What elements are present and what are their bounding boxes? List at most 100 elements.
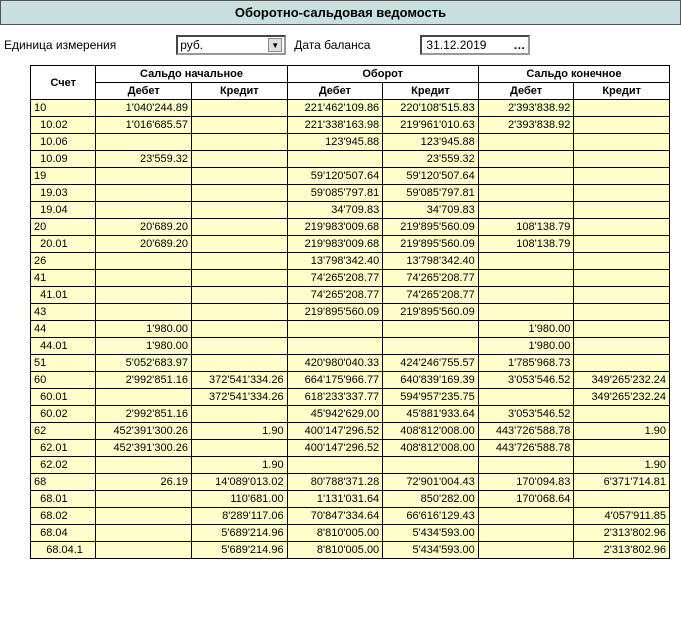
value-cell: 1'980.00 — [96, 338, 192, 355]
value-cell — [478, 270, 574, 287]
value-cell: 219'983'009.68 — [287, 219, 383, 236]
table-row: 10.021'016'685.57221'338'163.98219'961'0… — [31, 117, 670, 134]
account-cell: 10.02 — [31, 117, 96, 134]
value-cell: 400'147'296.52 — [287, 440, 383, 457]
value-cell: 420'980'040.33 — [287, 355, 383, 372]
account-cell: 60.01 — [31, 389, 96, 406]
th-credit: Кредит — [574, 83, 670, 100]
value-cell: 108'138.79 — [478, 219, 574, 236]
table-row: 68.028'289'117.0670'847'334.6466'616'129… — [31, 508, 670, 525]
value-cell — [478, 287, 574, 304]
value-cell — [192, 406, 288, 423]
value-cell — [574, 287, 670, 304]
value-cell — [383, 457, 479, 474]
value-cell: 23'559.32 — [383, 151, 479, 168]
value-cell — [96, 202, 192, 219]
value-cell: 59'085'797.81 — [383, 185, 479, 202]
table-row: 43219'895'560.09219'895'560.09 — [31, 304, 670, 321]
value-cell: 110'681.00 — [192, 491, 288, 508]
value-cell — [192, 321, 288, 338]
value-cell — [192, 440, 288, 457]
ellipsis-icon: … — [513, 38, 524, 52]
value-cell: 594'957'235.75 — [383, 389, 479, 406]
value-cell: 6'371'714.81 — [574, 474, 670, 491]
value-cell: 618'233'337.77 — [287, 389, 383, 406]
value-cell: 349'265'232.24 — [574, 389, 670, 406]
value-cell: 2'313'802.96 — [574, 542, 670, 559]
value-cell: 220'108'515.83 — [383, 100, 479, 117]
value-cell — [478, 185, 574, 202]
table-row: 10.0923'559.3223'559.32 — [31, 151, 670, 168]
table-row: 68.04.15'689'214.968'810'005.005'434'593… — [31, 542, 670, 559]
value-cell — [574, 253, 670, 270]
value-cell — [478, 508, 574, 525]
value-cell — [574, 151, 670, 168]
th-account: Счет — [31, 66, 96, 100]
account-cell: 43 — [31, 304, 96, 321]
value-cell: 3'053'546.52 — [478, 406, 574, 423]
value-cell — [192, 253, 288, 270]
th-closing: Сальдо конечное — [478, 66, 669, 83]
value-cell: 34'709.83 — [287, 202, 383, 219]
value-cell: 13'798'342.40 — [383, 253, 479, 270]
value-cell — [478, 525, 574, 542]
value-cell: 23'559.32 — [96, 151, 192, 168]
balance-table: Счет Сальдо начальное Оборот Сальдо коне… — [30, 65, 670, 559]
table-row: 10.06123'945.88123'945.88 — [31, 134, 670, 151]
account-cell: 68.04 — [31, 525, 96, 542]
value-cell: 5'689'214.96 — [192, 542, 288, 559]
account-cell: 10 — [31, 100, 96, 117]
account-cell: 62 — [31, 423, 96, 440]
value-cell — [192, 117, 288, 134]
table-row: 60.01372'541'334.26618'233'337.77594'957… — [31, 389, 670, 406]
value-cell — [574, 304, 670, 321]
value-cell — [192, 304, 288, 321]
value-cell: 70'847'334.64 — [287, 508, 383, 525]
value-cell — [192, 236, 288, 253]
value-cell — [574, 236, 670, 253]
value-cell — [192, 270, 288, 287]
table-row: 101'040'244.89221'462'109.86220'108'515.… — [31, 100, 670, 117]
table-row: 19.0434'709.8334'709.83 — [31, 202, 670, 219]
value-cell — [96, 525, 192, 542]
table-row: 20.0120'689.20219'983'009.68219'895'560.… — [31, 236, 670, 253]
value-cell — [574, 117, 670, 134]
value-cell: 74'265'208.77 — [287, 287, 383, 304]
th-credit: Кредит — [383, 83, 479, 100]
date-value: 31.12.2019 — [426, 38, 486, 52]
value-cell — [574, 440, 670, 457]
value-cell: 108'138.79 — [478, 236, 574, 253]
value-cell: 5'052'683.97 — [96, 355, 192, 372]
value-cell — [478, 542, 574, 559]
table-row: 2613'798'342.4013'798'342.40 — [31, 253, 670, 270]
table-row: 4174'265'208.7774'265'208.77 — [31, 270, 670, 287]
table-row: 1959'120'507.6459'120'507.64 — [31, 168, 670, 185]
value-cell: 664'175'966.77 — [287, 372, 383, 389]
value-cell: 1.90 — [574, 423, 670, 440]
account-cell: 68.01 — [31, 491, 96, 508]
date-input[interactable]: 31.12.2019 … — [420, 35, 530, 55]
value-cell: 1.90 — [192, 423, 288, 440]
unit-select[interactable]: руб. ▼ — [176, 35, 286, 55]
value-cell — [383, 321, 479, 338]
th-debit: Дебет — [96, 83, 192, 100]
account-cell: 19.04 — [31, 202, 96, 219]
value-cell: 219'895'560.09 — [383, 236, 479, 253]
params-row: Единица измерения руб. ▼ Дата баланса 31… — [0, 25, 681, 65]
value-cell — [96, 389, 192, 406]
table-row: 60.022'992'851.1645'942'629.0045'881'933… — [31, 406, 670, 423]
account-cell: 19 — [31, 168, 96, 185]
value-cell: 640'839'169.39 — [383, 372, 479, 389]
value-cell — [574, 406, 670, 423]
chevron-down-icon: ▼ — [268, 38, 282, 52]
value-cell: 219'895'560.09 — [383, 219, 479, 236]
value-cell — [574, 202, 670, 219]
account-cell: 51 — [31, 355, 96, 372]
value-cell — [192, 219, 288, 236]
account-cell: 60.02 — [31, 406, 96, 423]
value-cell: 45'881'933.64 — [383, 406, 479, 423]
value-cell: 1'785'968.73 — [478, 355, 574, 372]
value-cell: 8'289'117.06 — [192, 508, 288, 525]
value-cell — [192, 202, 288, 219]
table-row: 19.0359'085'797.8159'085'797.81 — [31, 185, 670, 202]
